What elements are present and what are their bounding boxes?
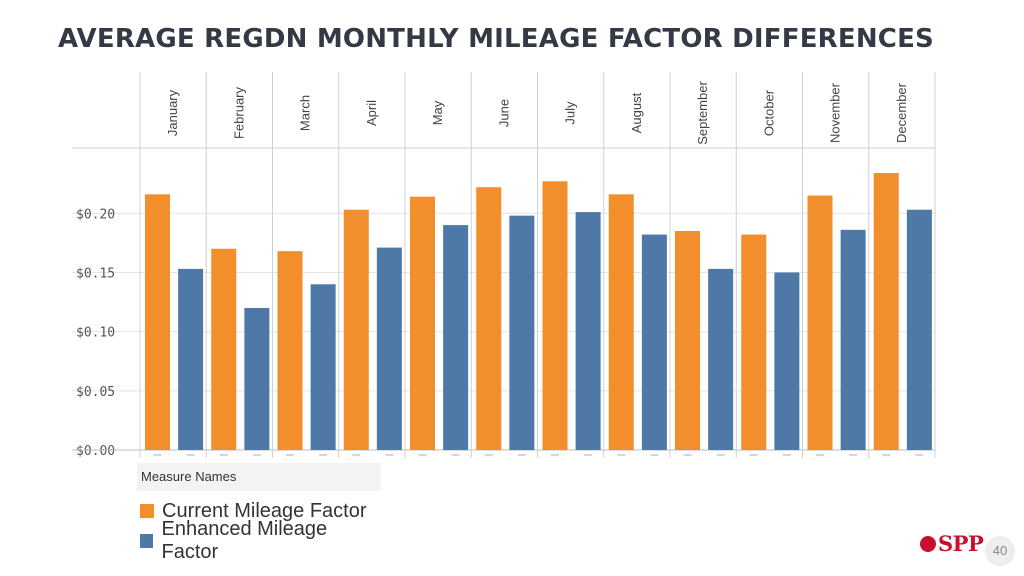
month-label: September (695, 81, 710, 145)
y-tick-label: $0.05 (76, 385, 115, 400)
month-label: June (496, 99, 511, 127)
logo-text: SPP (938, 531, 984, 556)
bar-enhanced (906, 209, 932, 450)
month-label: November (828, 82, 843, 143)
legend-label-current: Current Mileage Factor (162, 499, 367, 522)
y-tick-label: $0.15 (76, 266, 115, 281)
bar-current (741, 234, 767, 450)
bar-current (873, 173, 899, 451)
bar-enhanced (708, 268, 734, 450)
bar-current (145, 194, 170, 450)
bar-enhanced (178, 268, 204, 450)
bar-enhanced (840, 229, 866, 450)
y-tick-label: $0.00 (76, 444, 115, 459)
legend-swatch-current (140, 504, 154, 518)
month-label: July (563, 101, 578, 125)
month-label: March (298, 95, 313, 131)
bar-current (277, 251, 303, 450)
bar-enhanced (774, 272, 800, 450)
month-label: January (165, 89, 180, 136)
legend-label-enhanced: Enhanced Mileage Factor (161, 518, 328, 563)
bar-enhanced (244, 307, 270, 450)
bar-enhanced (443, 225, 469, 450)
month-label: February (231, 86, 246, 139)
spp-logo: SPP (920, 531, 984, 556)
slide-title: AVERAGE REGDN MONTHLY MILEAGE FACTOR DIF… (58, 24, 934, 54)
month-label: August (629, 92, 644, 133)
y-tick-label: $0.10 (76, 326, 115, 341)
bar-current (608, 194, 634, 450)
logo-mark-icon (920, 535, 936, 552)
bar-current (211, 248, 237, 450)
legend-item-enhanced[interactable]: Enhanced Mileage Factor (140, 518, 381, 563)
bar-current (343, 209, 369, 450)
bar-current (476, 187, 502, 450)
legend-item-current[interactable]: Current Mileage Factor (140, 499, 367, 523)
chart-legend: Measure Names Current Mileage Factor Enh… (137, 463, 381, 567)
bar-enhanced (376, 247, 402, 450)
month-label: April (364, 100, 379, 126)
legend-swatch-enhanced (140, 534, 154, 548)
legend-title: Measure Names (137, 463, 381, 491)
month-label: May (430, 100, 445, 125)
bar-enhanced (310, 284, 336, 450)
bar-enhanced (641, 234, 667, 450)
y-tick-label: $0.20 (76, 207, 115, 222)
bar-current (807, 195, 833, 450)
bar-current (410, 196, 435, 450)
bar-enhanced (509, 215, 535, 450)
bar-current (675, 231, 700, 450)
month-label: December (894, 82, 909, 143)
month-label: October (761, 89, 776, 136)
bar-current (542, 181, 568, 450)
bar-enhanced (575, 212, 601, 450)
page-number: 40 (985, 536, 1015, 566)
